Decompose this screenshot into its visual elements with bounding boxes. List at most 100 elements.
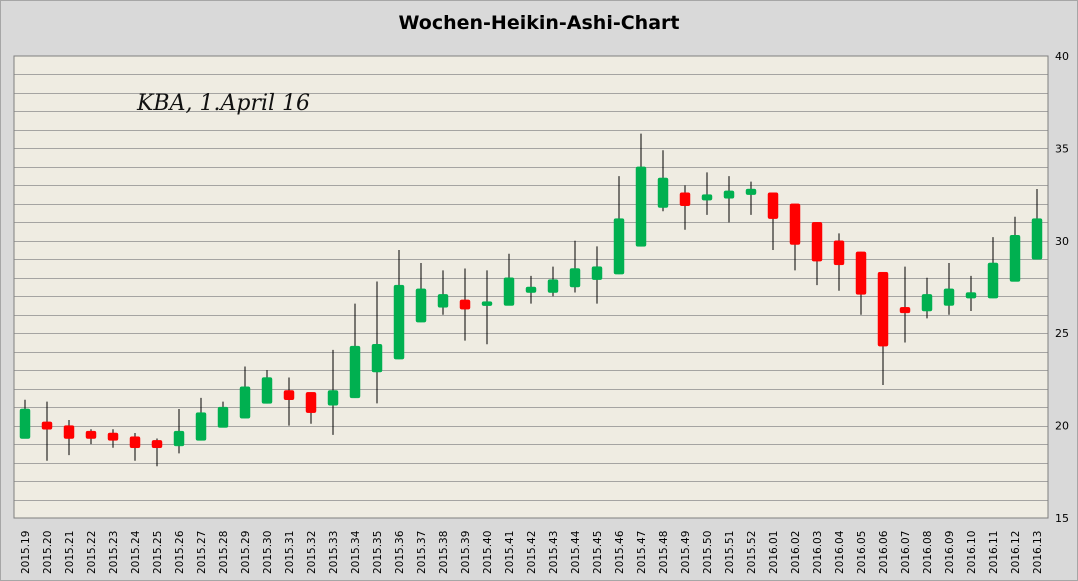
candle-body-up [481, 301, 493, 306]
candle [151, 438, 163, 467]
x-tick-label: 2016.10 [966, 531, 978, 574]
candle-body-up [547, 279, 559, 293]
x-tick-label: 2015.31 [284, 531, 296, 574]
candle-body-up [745, 188, 757, 195]
candle-body-down [151, 440, 163, 449]
x-tick-label: 2015.27 [196, 531, 208, 574]
candle [899, 266, 911, 343]
candle-body-down [459, 299, 471, 310]
candle [789, 203, 801, 271]
candle [1009, 216, 1021, 282]
candle-body-up [569, 268, 581, 288]
x-tick-label: 2015.22 [86, 531, 98, 574]
candle [855, 251, 867, 315]
x-tick-label: 2015.25 [152, 531, 164, 574]
x-tick-label: 2016.03 [812, 531, 824, 574]
candle-body-down [899, 307, 911, 314]
x-tick-label: 2015.40 [482, 531, 494, 574]
candle-body-up [525, 286, 537, 293]
x-tick-label: 2015.29 [240, 531, 252, 574]
candle [85, 429, 97, 445]
candle-body-up [965, 292, 977, 299]
candle-body-up [437, 294, 449, 308]
x-tick-label: 2015.38 [438, 531, 450, 574]
candle [701, 172, 713, 215]
candle [657, 150, 669, 212]
candle [613, 176, 625, 275]
y-tick-label: 35 [1055, 142, 1069, 155]
candle-body-up [1031, 218, 1043, 260]
candle [921, 277, 933, 319]
candle-body-down [811, 222, 823, 262]
x-tick-label: 2016.07 [900, 531, 912, 574]
candle [481, 270, 493, 345]
candle-body-up [701, 194, 713, 201]
candle-body-up [503, 277, 515, 306]
candle [767, 192, 779, 251]
chart-title: Wochen-Heikin-Ashi-Chart [398, 12, 680, 34]
candle [393, 250, 405, 360]
x-tick-label: 2015.50 [702, 531, 714, 574]
x-tick-label: 2015.37 [416, 531, 428, 574]
y-tick-label: 25 [1055, 327, 1069, 340]
candle-body-down [305, 392, 317, 413]
candle-body-up [591, 266, 603, 280]
candle-body-down [679, 192, 691, 206]
candle [283, 377, 295, 426]
x-tick-label: 2015.34 [350, 530, 362, 574]
candle [591, 246, 603, 304]
candle [503, 253, 515, 306]
candle-body-up [261, 377, 273, 404]
chart-annotation: KBA, 1.April 16 [136, 91, 310, 116]
x-tick-label: 2015.42 [526, 531, 538, 574]
candle [195, 397, 207, 441]
candle [129, 432, 141, 461]
candle [525, 275, 537, 304]
x-tick-label: 2015.26 [174, 530, 186, 574]
candle-body-up [657, 177, 669, 208]
candle-body-up [217, 406, 229, 428]
x-tick-label: 2015.33 [328, 531, 340, 574]
candle [987, 237, 999, 299]
candle-body-up [723, 190, 735, 199]
candle-body-up [921, 294, 933, 312]
candle-body-up [415, 288, 427, 323]
candles [19, 133, 1043, 467]
candle [261, 370, 273, 404]
x-tick-label: 2015.20 [42, 531, 54, 574]
candle-body-up [1009, 235, 1021, 282]
x-tick-label: 2015.32 [306, 531, 318, 574]
x-tick-label: 2015.19 [20, 531, 32, 574]
x-tick-label: 2015.23 [108, 531, 120, 574]
candle [679, 185, 691, 230]
x-tick-label: 2015.51 [724, 531, 736, 574]
x-tick-label: 2015.28 [218, 531, 230, 574]
x-tick-label: 2016.06 [878, 530, 890, 574]
candle-body-down [767, 192, 779, 219]
candle [173, 408, 185, 454]
candle-body-down [129, 436, 141, 449]
candle [239, 366, 251, 419]
candle-body-up [327, 390, 339, 406]
candle-body-down [855, 251, 867, 295]
x-tick-label: 2015.52 [746, 531, 758, 574]
x-tick-label: 2016.01 [768, 531, 780, 574]
candle-body-down [877, 271, 889, 347]
candle-body-up [19, 408, 31, 439]
y-tick-label: 15 [1055, 512, 1069, 525]
x-tick-label: 2016.11 [988, 531, 1000, 574]
candle-body-up [943, 288, 955, 306]
candle [41, 401, 53, 461]
y-tick-label: 20 [1055, 420, 1069, 433]
x-tick-label: 2015.47 [636, 531, 648, 574]
candle-body-up [635, 166, 647, 247]
candle [63, 420, 75, 456]
x-tick-label: 2015.39 [460, 531, 472, 574]
y-tick-label: 30 [1055, 235, 1069, 248]
x-tick-label: 2016.08 [922, 531, 934, 574]
x-tick-label: 2016.09 [944, 531, 956, 574]
x-tick-label: 2015.45 [592, 531, 604, 574]
x-tick-label: 2015.43 [548, 531, 560, 574]
candle-body-down [63, 425, 75, 439]
candle-body-down [833, 240, 845, 266]
